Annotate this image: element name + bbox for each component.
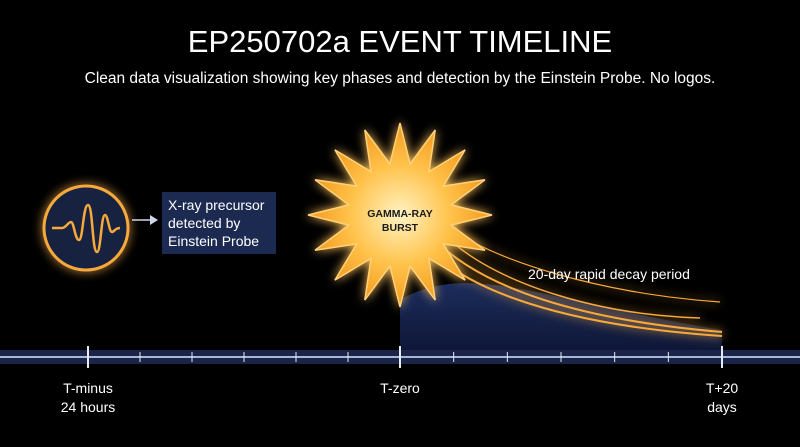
marker-label: days xyxy=(707,399,737,415)
decay-area xyxy=(400,283,722,357)
burst-label: GAMMA-RAY xyxy=(367,208,433,220)
burst-star xyxy=(307,122,493,308)
precursor-label: Einstein Probe xyxy=(168,233,259,249)
marker-label: T-zero xyxy=(380,380,420,396)
precursor-label: detected by xyxy=(168,215,240,231)
title: EP250702a EVENT TIMELINE xyxy=(188,24,612,59)
subtitle: Clean data visualization showing key pha… xyxy=(85,70,716,87)
decay-label: 20-day rapid decay period xyxy=(528,266,690,282)
precursor-label: X-ray precursor xyxy=(168,197,265,213)
burst-label: BURST xyxy=(382,222,419,234)
marker-label: T+20 xyxy=(706,380,739,396)
precursor-wave xyxy=(52,203,121,254)
marker-label: 24 hours xyxy=(61,399,115,415)
marker-label: T-minus xyxy=(63,380,113,396)
precursor-icon xyxy=(42,184,130,272)
timeline-ticks xyxy=(87,346,723,368)
precursor-box xyxy=(162,192,276,254)
pointer-head xyxy=(150,215,158,225)
